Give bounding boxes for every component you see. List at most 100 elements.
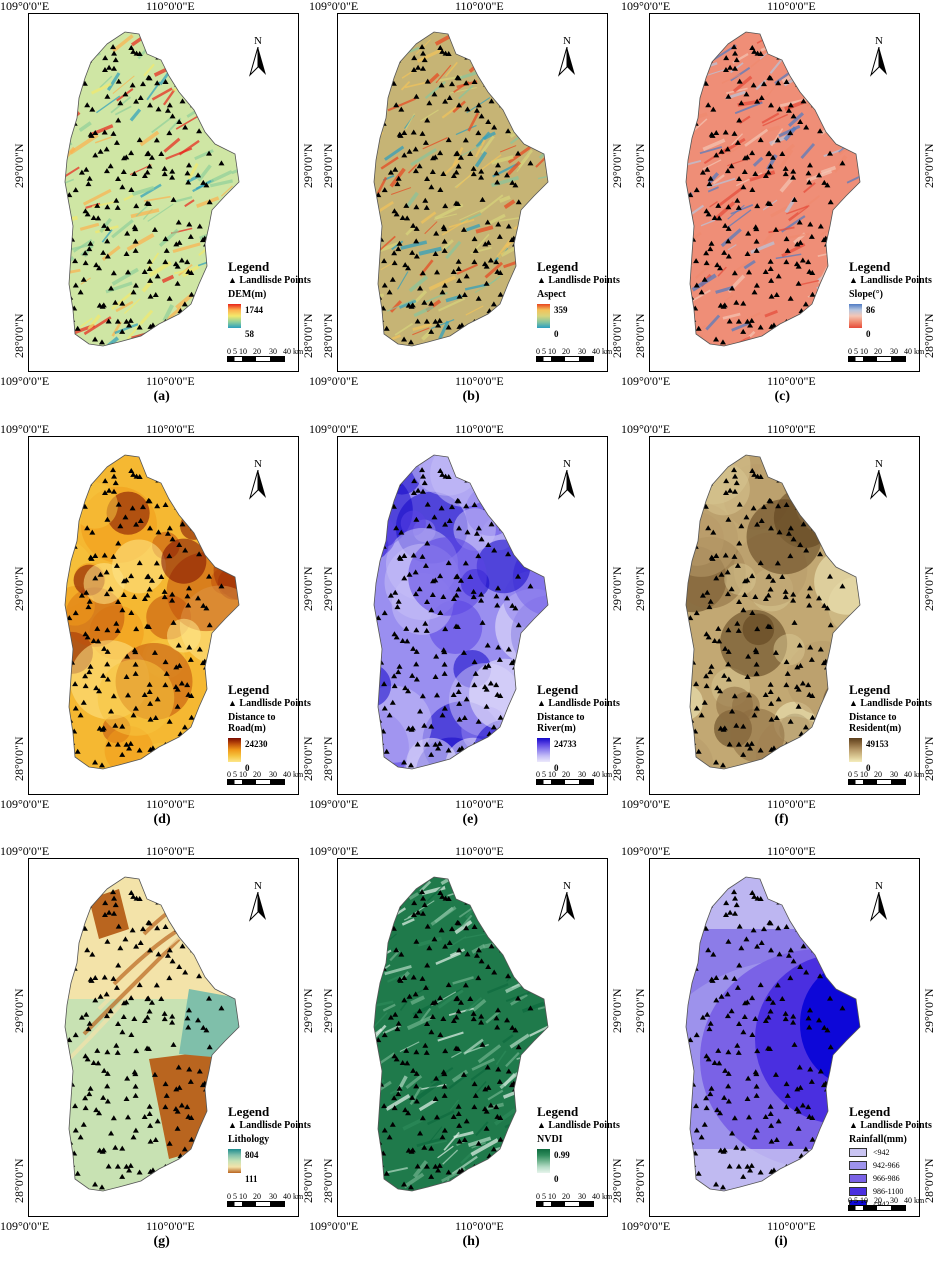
color-ramp: 0.99 0 — [537, 1149, 620, 1185]
map-legend: Legend ▲ Landlisde Points Slope(°) 86 0 — [849, 259, 932, 340]
study-area-map — [373, 31, 549, 347]
color-ramp: 1744 58 — [228, 304, 311, 340]
ramp-min-label: 0 — [245, 763, 250, 773]
lon-label-top-right: 110°0'0"E — [767, 422, 816, 436]
scale-bar: 0 5 10 20 30 40 km — [848, 770, 924, 785]
lat-label-left-top: 29°0'0"N — [321, 143, 335, 188]
study-area-map — [685, 454, 861, 770]
color-ramp: 359 0 — [537, 304, 620, 340]
north-label: N — [563, 458, 571, 470]
landslide-legend-entry: ▲ Landlisde Points — [228, 275, 311, 286]
lon-label-bottom-right: 110°0'0"E — [146, 797, 195, 811]
legend-variable-name: Slope(°) — [849, 289, 883, 300]
north-arrow-icon: N — [867, 880, 891, 925]
lat-label-left-bottom: 28°0'0"N — [321, 1158, 335, 1203]
legend-title: Legend — [228, 259, 270, 274]
north-label: N — [254, 880, 262, 892]
lon-label-bottom-right: 110°0'0"E — [767, 1219, 816, 1233]
study-area-map — [685, 876, 861, 1192]
rainfall-class-entry: 986-1100 — [849, 1186, 932, 1197]
landslide-legend-entry: ▲ Landlisde Points — [537, 1120, 620, 1131]
lat-label-left-bottom: 28°0'0"N — [321, 736, 335, 781]
lat-label-left-top: 29°0'0"N — [633, 988, 647, 1033]
scale-bar: 0 5 10 20 30 40 km — [536, 1192, 612, 1207]
lon-label-bottom-left: 109°0'0"E — [309, 374, 359, 388]
legend-variable-name: DEM(m) — [228, 289, 267, 300]
north-arrow-icon: N — [555, 880, 579, 925]
map-legend: Legend ▲ Landlisde Points Aspect 359 0 — [537, 259, 620, 340]
legend-title: Legend — [537, 1104, 579, 1119]
lat-label-right-top: 29°0'0"N — [301, 143, 315, 188]
lon-label-bottom-left: 109°0'0"E — [309, 797, 359, 811]
legend-title: Legend — [849, 259, 891, 274]
ramp-min-label: 58 — [245, 329, 254, 339]
lon-label-top-left: 109°0'0"E — [0, 422, 50, 436]
lon-label-bottom-left: 109°0'0"E — [621, 374, 671, 388]
landslide-legend-entry: ▲ Landlisde Points — [228, 1120, 311, 1131]
lat-label-right-top: 29°0'0"N — [610, 988, 624, 1033]
triangle-icon: ▲ — [849, 1120, 858, 1130]
lat-label-left-bottom: 28°0'0"N — [12, 1158, 26, 1203]
lat-label-right-bottom: 28°0'0"N — [922, 1158, 936, 1203]
panel-caption: (c) — [774, 389, 791, 404]
north-label: N — [254, 458, 262, 470]
lat-label-left-top: 29°0'0"N — [321, 988, 335, 1033]
triangle-icon: ▲ — [228, 1120, 237, 1130]
ramp-max-label: 86 — [866, 305, 875, 315]
lon-label-top-left: 109°0'0"E — [309, 844, 359, 858]
lon-label-top-right: 110°0'0"E — [146, 844, 195, 858]
ramp-max-label: 0.99 — [554, 1150, 570, 1160]
study-area-map — [373, 454, 549, 770]
map-legend: Legend ▲ Landlisde Points Distance to Road… — [228, 682, 311, 774]
lat-label-left-bottom: 28°0'0"N — [12, 736, 26, 781]
scale-bar: 0 5 10 20 30 40 km — [848, 347, 924, 362]
panel-caption: (a) — [153, 389, 170, 404]
color-ramp: 24733 0 — [537, 738, 620, 774]
map-frame — [649, 858, 920, 1217]
legend-title: Legend — [228, 1104, 270, 1119]
lat-label-right-top: 29°0'0"N — [301, 988, 315, 1033]
panel-caption: (d) — [153, 812, 171, 827]
lon-label-top-right: 110°0'0"E — [455, 0, 504, 13]
ramp-max-label: 24230 — [245, 739, 268, 749]
study-area-map — [64, 31, 240, 347]
lat-label-right-bottom: 28°0'0"N — [610, 736, 624, 781]
north-label: N — [875, 35, 883, 47]
lat-label-left-top: 29°0'0"N — [12, 566, 26, 611]
ramp-min-label: 0 — [866, 763, 871, 773]
scale-bar: 0 5 10 20 30 40 km — [536, 770, 612, 785]
map-frame — [28, 13, 299, 372]
map-frame — [337, 13, 608, 372]
lat-label-left-top: 29°0'0"N — [633, 143, 647, 188]
lon-label-top-left: 109°0'0"E — [0, 0, 50, 13]
triangle-icon: ▲ — [537, 1120, 546, 1130]
lon-label-top-right: 110°0'0"E — [767, 844, 816, 858]
panel-caption: (h) — [462, 1234, 480, 1249]
north-label: N — [254, 35, 262, 47]
lat-label-right-top: 29°0'0"N — [610, 566, 624, 611]
legend-title: Legend — [849, 1104, 891, 1119]
triangle-icon: ▲ — [228, 698, 237, 708]
north-arrow-icon: N — [246, 458, 270, 503]
lat-label-right-top: 29°0'0"N — [922, 143, 936, 188]
color-ramp: 24230 0 — [228, 738, 311, 774]
lat-label-left-bottom: 28°0'0"N — [321, 313, 335, 358]
ramp-max-label: 359 — [554, 305, 568, 315]
panel-caption: (f) — [774, 812, 789, 827]
lon-label-top-right: 110°0'0"E — [455, 844, 504, 858]
scale-bar: 0 5 10 20 30 40 km — [227, 347, 303, 362]
lon-label-bottom-right: 110°0'0"E — [455, 797, 504, 811]
color-ramp: 49153 0 — [849, 738, 932, 774]
map-frame — [28, 436, 299, 795]
lon-label-bottom-left: 109°0'0"E — [621, 797, 671, 811]
lat-label-left-top: 29°0'0"N — [633, 566, 647, 611]
legend-variable-name: Distance to Road(m) — [228, 712, 276, 734]
study-area-map — [64, 454, 240, 770]
lat-label-right-top: 29°0'0"N — [610, 143, 624, 188]
lon-label-top-left: 109°0'0"E — [309, 0, 359, 13]
north-arrow-icon: N — [555, 35, 579, 80]
map-frame — [337, 858, 608, 1217]
map-frame — [337, 436, 608, 795]
ramp-min-label: 0 — [866, 329, 871, 339]
lon-label-top-right: 110°0'0"E — [767, 0, 816, 13]
